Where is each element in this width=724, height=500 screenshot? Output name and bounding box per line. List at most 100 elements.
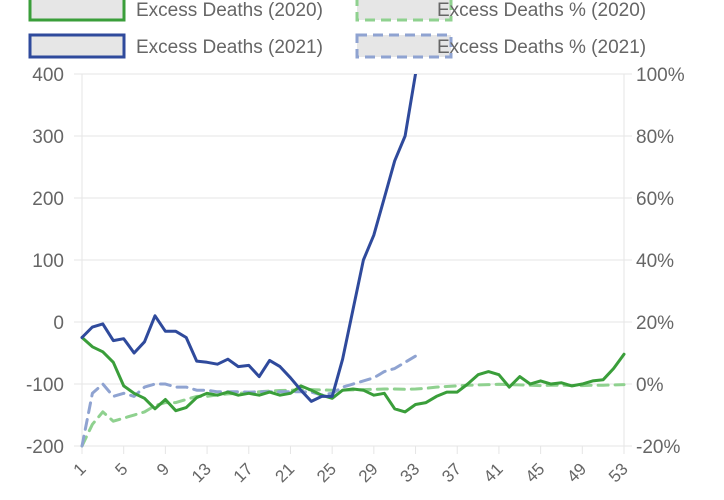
legend-swatch — [355, 0, 453, 22]
data-point-deaths2021 — [226, 357, 230, 361]
legend-label: Excess Deaths % (2021) — [437, 37, 646, 58]
x-tick-label: 53 — [605, 459, 632, 486]
data-point-pct2020 — [101, 410, 105, 414]
data-point-deaths2020 — [393, 407, 397, 411]
data-point-pct2021 — [372, 376, 376, 380]
data-point-deaths2021 — [382, 196, 386, 200]
y-left-tick-label: -200 — [26, 437, 64, 458]
data-point-deaths2021 — [205, 360, 209, 364]
data-point-deaths2020 — [372, 393, 376, 397]
y-right-tick-label: 60% — [636, 189, 674, 210]
data-point-pct2020 — [90, 422, 94, 426]
data-point-pct2020 — [445, 385, 449, 389]
data-point-pct2021 — [111, 394, 115, 398]
data-point-deaths2020 — [226, 390, 230, 394]
data-point-deaths2020 — [341, 388, 345, 392]
data-point-deaths2020 — [487, 370, 491, 374]
data-point-deaths2020 — [289, 391, 293, 395]
data-point-deaths2020 — [216, 393, 220, 397]
data-point-deaths2021 — [289, 376, 293, 380]
legend-swatch — [28, 0, 126, 22]
data-point-pct2021 — [382, 370, 386, 374]
data-point-deaths2021 — [111, 339, 115, 343]
data-point-pct2020 — [591, 383, 595, 387]
data-point-deaths2020 — [195, 396, 199, 400]
data-point-deaths2020 — [90, 345, 94, 349]
data-point-pct2020 — [174, 401, 178, 405]
data-point-pct2020 — [518, 383, 522, 387]
data-point-deaths2020 — [205, 391, 209, 395]
data-point-deaths2020 — [257, 393, 261, 397]
data-point-deaths2020 — [122, 384, 126, 388]
data-point-pct2020 — [372, 387, 376, 391]
x-tick-label: 13 — [188, 459, 215, 486]
data-point-pct2021 — [236, 390, 240, 394]
legend-swatch — [28, 33, 126, 59]
data-point-deaths2020 — [184, 406, 188, 410]
data-point-pct2021 — [351, 382, 355, 386]
data-point-pct2021 — [216, 390, 220, 394]
data-point-pct2020 — [111, 419, 115, 423]
legend-swatch — [355, 33, 453, 59]
y-right-tick-label: 100% — [636, 65, 685, 86]
data-point-pct2020 — [455, 384, 459, 388]
data-point-pct2020 — [382, 387, 386, 391]
data-point-pct2021 — [163, 382, 167, 386]
data-point-deaths2020 — [466, 382, 470, 386]
x-tick-label: 45 — [522, 459, 549, 486]
data-point-pct2020 — [393, 387, 397, 391]
data-point-deaths2020 — [497, 373, 501, 377]
data-point-deaths2021 — [101, 322, 105, 326]
data-point-deaths2021 — [372, 233, 376, 237]
data-point-pct2021 — [153, 382, 157, 386]
data-point-deaths2020 — [424, 401, 428, 405]
data-point-pct2020 — [132, 413, 136, 417]
data-point-pct2020 — [434, 385, 438, 389]
data-point-deaths2020 — [445, 390, 449, 394]
y-left-tick-label: 400 — [32, 65, 64, 86]
data-point-deaths2020 — [174, 409, 178, 413]
data-point-deaths2020 — [476, 373, 480, 377]
data-point-deaths2021 — [184, 336, 188, 340]
data-point-deaths2020 — [351, 387, 355, 391]
data-point-deaths2020 — [163, 398, 167, 402]
data-point-deaths2021 — [299, 388, 303, 392]
data-point-deaths2020 — [361, 388, 365, 392]
data-point-deaths2020 — [236, 393, 240, 397]
data-point-pct2021 — [184, 385, 188, 389]
data-point-pct2021 — [174, 385, 178, 389]
data-point-pct2021 — [101, 382, 105, 386]
x-tick-label: 37 — [438, 459, 465, 486]
x-tick-label: 29 — [355, 459, 382, 486]
legend: Excess Deaths (2020) Excess Deaths % (202… — [28, 0, 646, 59]
data-point-pct2021 — [90, 391, 94, 395]
data-point-pct2020 — [424, 386, 428, 390]
data-point-deaths2021 — [309, 399, 313, 403]
data-point-pct2021 — [143, 385, 147, 389]
x-tick-label: 25 — [313, 459, 340, 486]
y-left-tick-label: 100 — [32, 251, 64, 272]
data-point-deaths2021 — [195, 359, 199, 363]
data-point-pct2020 — [403, 387, 407, 391]
data-point-deaths2020 — [111, 360, 115, 364]
data-point-deaths2020 — [507, 385, 511, 389]
data-point-pct2020 — [539, 384, 543, 388]
data-point-deaths2021 — [122, 337, 126, 341]
x-tick-label: 49 — [563, 459, 590, 486]
data-point-pct2021 — [361, 379, 365, 383]
data-point-deaths2021 — [330, 394, 334, 398]
series-line-pct2020 — [80, 382, 626, 448]
data-point-deaths2020 — [268, 390, 272, 394]
data-point-pct2020 — [122, 416, 126, 420]
data-point-deaths2020 — [528, 382, 532, 386]
x-tick-label: 9 — [153, 459, 173, 479]
x-tick-label: 5 — [111, 459, 131, 479]
data-point-pct2020 — [143, 410, 147, 414]
data-point-pct2021 — [278, 390, 282, 394]
data-point-deaths2021 — [403, 134, 407, 138]
data-point-pct2020 — [622, 383, 626, 387]
data-point-pct2020 — [601, 383, 605, 387]
series-layer — [80, 74, 626, 448]
data-point-pct2020 — [476, 383, 480, 387]
